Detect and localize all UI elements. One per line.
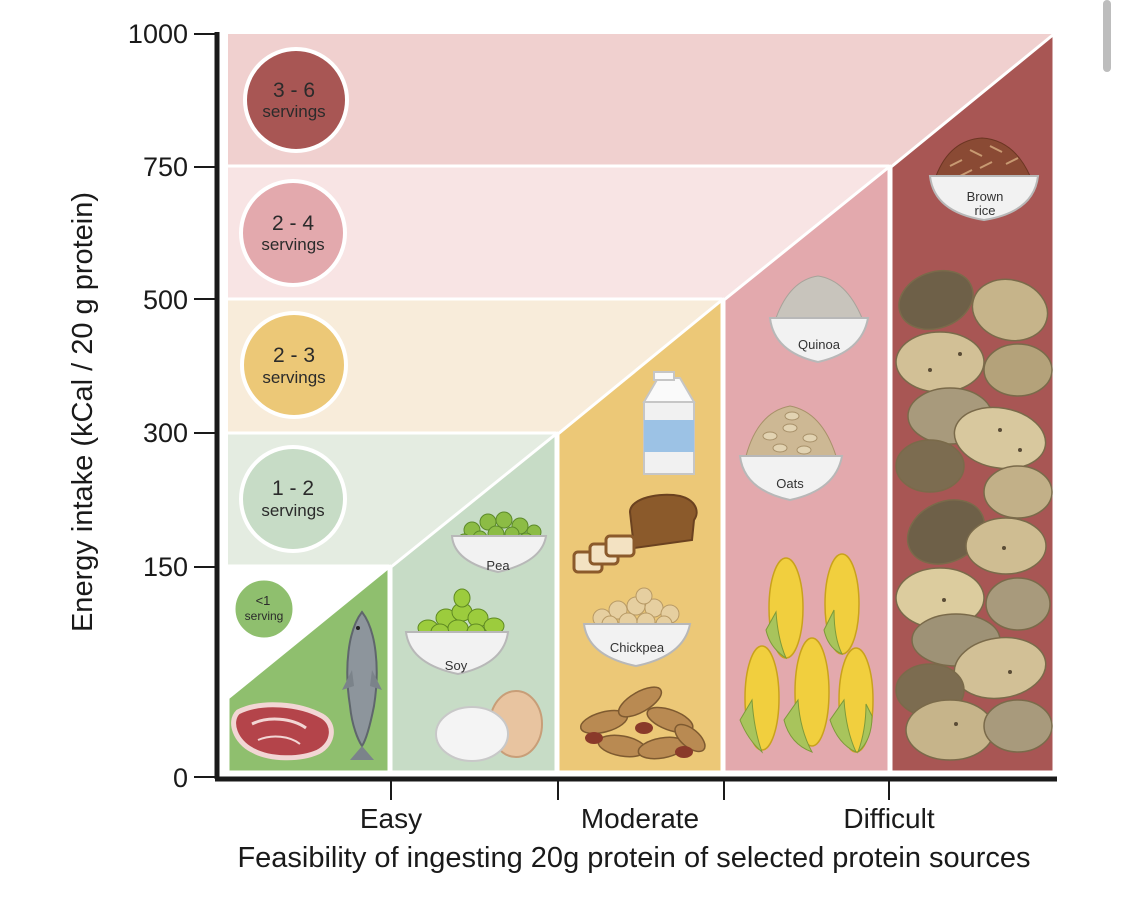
- y-tick-label-1000: 1000: [128, 19, 188, 49]
- badge-unit: serving: [245, 609, 284, 623]
- x-category-moderate: Moderate: [581, 803, 699, 834]
- pea-bowl-icon: Pea: [450, 511, 548, 574]
- brown-rice-bowl-icon: Brown rice: [928, 137, 1040, 222]
- y-tick-label-750: 750: [143, 152, 188, 182]
- x-axis-title: Feasibility of ingesting 20g protein of …: [237, 842, 1030, 874]
- oats-bowl-icon: Oats: [738, 405, 844, 502]
- corn-icon: [739, 553, 874, 754]
- fish-icon: [342, 610, 382, 760]
- badge-2-4-servings: 2 - 4 servings: [239, 179, 347, 287]
- peanuts-icon: [579, 686, 706, 760]
- chickpea-bowl-icon: Chickpea: [582, 587, 692, 668]
- y-tick-label-300: 300: [143, 418, 188, 448]
- brown-rice-label-line1: Brown: [967, 189, 1004, 204]
- column-easy-high: [389, 430, 558, 774]
- quinoa-bowl-icon: Quinoa: [768, 275, 870, 364]
- badge-unit: servings: [262, 368, 325, 387]
- x-ticks: [390, 779, 890, 800]
- y-tick-label-0: 0: [173, 763, 188, 793]
- potatoes-icon: [895, 269, 1053, 761]
- pea-label: Pea: [486, 558, 510, 573]
- band-3-6-servings: [228, 34, 1054, 165]
- soy-bowl-icon: Soy: [404, 588, 510, 676]
- eggs-icon: [435, 690, 543, 762]
- quinoa-label: Quinoa: [798, 337, 841, 352]
- brown-rice-label-line2: rice: [975, 203, 996, 218]
- badge-2-3-servings: 2 - 3 servings: [240, 311, 348, 419]
- badge-unit: servings: [262, 102, 325, 121]
- badge-num: 1 - 2: [272, 477, 314, 500]
- x-category-easy: Easy: [360, 803, 422, 834]
- badge-unit: servings: [261, 501, 324, 520]
- soy-label: Soy: [445, 658, 468, 673]
- bread-icon: [572, 493, 698, 574]
- badge-num: 2 - 4: [272, 212, 314, 235]
- y-tick-label-150: 150: [143, 552, 188, 582]
- chickpea-label: Chickpea: [610, 640, 665, 655]
- badge-num: <1: [256, 593, 271, 608]
- badge-num: 2 - 3: [273, 344, 315, 367]
- badge-num: 3 - 6: [273, 79, 315, 102]
- steak-icon: [231, 702, 334, 761]
- badge-unit: servings: [261, 235, 324, 254]
- y-ticks: [194, 33, 217, 778]
- y-tick-label-500: 500: [143, 285, 188, 315]
- band-separators: [228, 164, 889, 568]
- scrollbar[interactable]: [1103, 0, 1111, 72]
- oats-label: Oats: [776, 476, 804, 491]
- y-axis-title: Energy intake (kCal / 20 g protein): [67, 192, 99, 632]
- badge-1-2-servings: 1 - 2 servings: [239, 445, 347, 553]
- milk-carton-icon: [642, 371, 696, 475]
- badge-less-1-serving: <1 serving: [232, 577, 296, 641]
- x-category-difficult: Difficult: [843, 803, 935, 834]
- badge-3-6-servings: 3 - 6 servings: [243, 47, 349, 153]
